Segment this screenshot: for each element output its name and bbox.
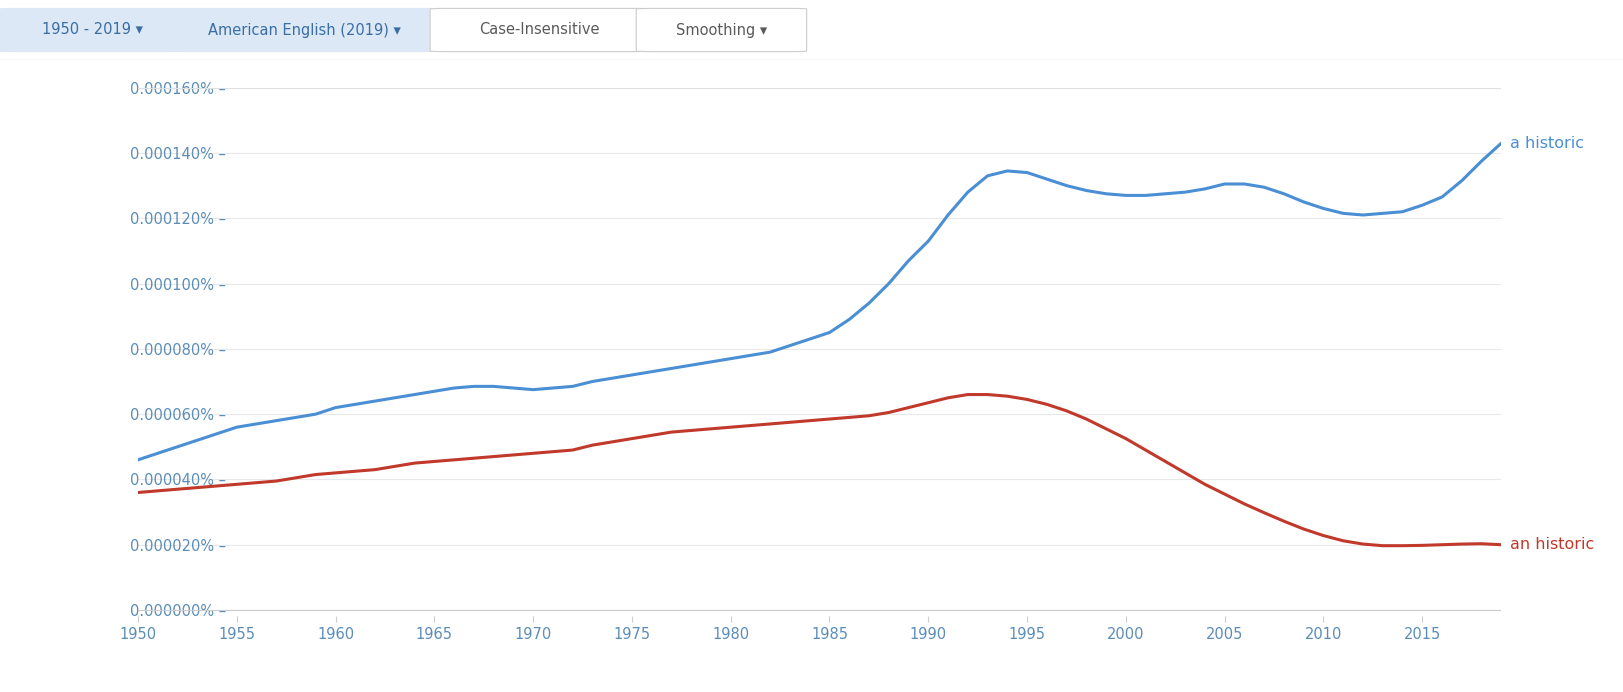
- FancyBboxPatch shape: [636, 8, 807, 52]
- Text: Smoothing ▾: Smoothing ▾: [675, 23, 768, 37]
- Text: 1950 - 2019 ▾: 1950 - 2019 ▾: [42, 23, 143, 37]
- FancyBboxPatch shape: [170, 8, 438, 52]
- FancyBboxPatch shape: [430, 8, 649, 52]
- Text: an historic: an historic: [1509, 537, 1594, 552]
- Text: Case-Insensitive: Case-Insensitive: [479, 23, 601, 37]
- FancyBboxPatch shape: [0, 8, 185, 52]
- Text: American English (2019) ▾: American English (2019) ▾: [208, 23, 401, 37]
- Text: a historic: a historic: [1509, 136, 1584, 151]
